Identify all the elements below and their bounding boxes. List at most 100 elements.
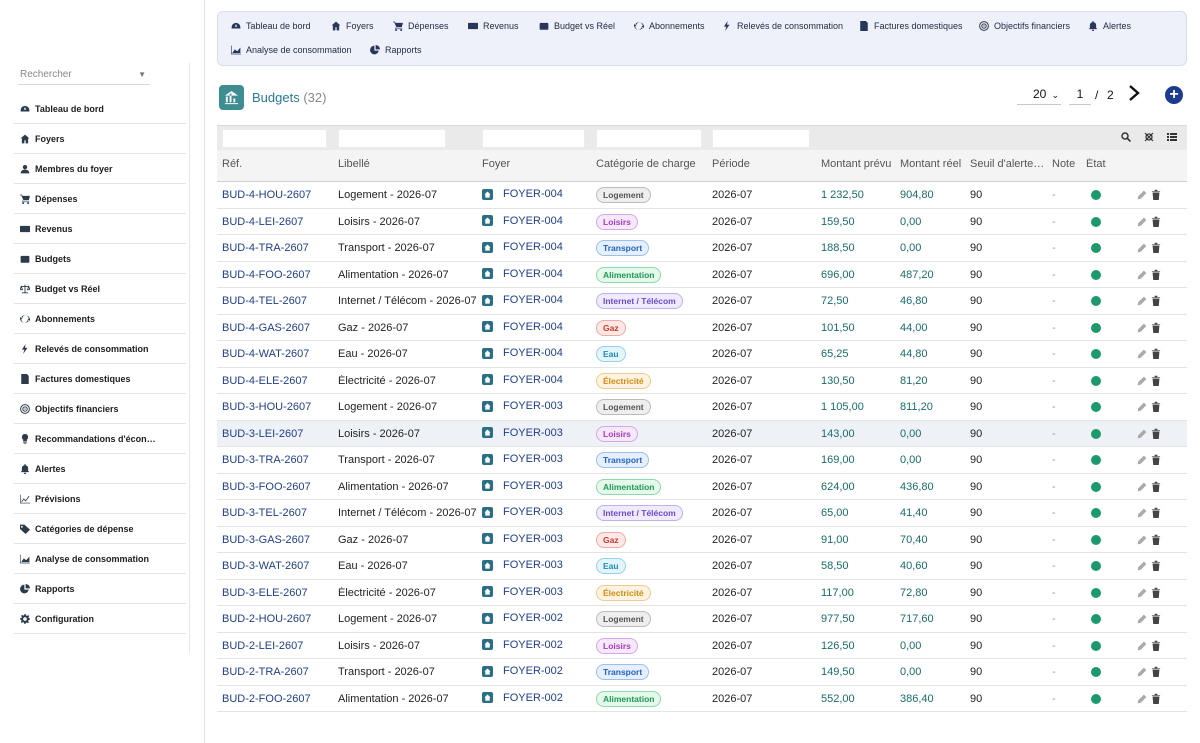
top-menu-item-4[interactable]: Budget vs Réel [538, 16, 615, 36]
table-row[interactable]: BUD-2-FOO-2607 Alimentation - 2026-07 FOYE… [217, 686, 1187, 712]
table-row[interactable]: BUD-4-TRA-2607 Transport - 2026-07 FOYER-0… [217, 235, 1187, 262]
edit-icon[interactable] [1137, 561, 1147, 574]
delete-icon[interactable] [1151, 348, 1161, 362]
delete-icon[interactable] [1151, 295, 1161, 309]
top-menu-item-2[interactable]: Dépenses [392, 16, 449, 36]
clear-filter-icon[interactable] [1144, 132, 1154, 142]
next-page-button[interactable] [1127, 85, 1143, 103]
top-menu-item-row2-0[interactable]: Analyse de consommation [230, 40, 352, 60]
filter-libelle-input[interactable] [338, 129, 446, 148]
foyer-link[interactable]: FOYER-004 [482, 215, 563, 227]
table-row[interactable]: BUD-3-HOU-2607 Logement - 2026-07 FOYER-00… [217, 394, 1187, 421]
column-header-3[interactable]: Catégorie de charge [596, 158, 696, 170]
sidebar-item-16[interactable]: Rapports [14, 574, 186, 604]
top-menu-item-7[interactable]: Factures domestiques [858, 16, 963, 36]
foyer-link[interactable]: FOYER-003 [482, 506, 563, 518]
delete-icon[interactable] [1151, 322, 1161, 336]
table-row[interactable]: BUD-4-LEI-2607 Loisirs - 2026-07 FOYER-004… [217, 209, 1187, 235]
filter-periode-input[interactable] [712, 129, 810, 148]
sidebar-item-15[interactable]: Analyse de consommation [14, 544, 186, 574]
edit-icon[interactable] [1137, 376, 1147, 389]
delete-icon[interactable] [1151, 242, 1161, 256]
edit-icon[interactable] [1137, 349, 1147, 362]
ref-link[interactable]: BUD-2-LEI-2607 [222, 639, 304, 652]
table-row[interactable]: BUD-2-TRA-2607 Transport - 2026-07 FOYER-0… [217, 659, 1187, 686]
delete-icon[interactable] [1151, 216, 1161, 230]
sidebar-item-12[interactable]: Alertes [14, 454, 186, 484]
table-row[interactable]: BUD-3-TEL-2607 Internet / Télécom - 2026-… [217, 500, 1187, 527]
edit-icon[interactable] [1137, 535, 1147, 548]
ref-link[interactable]: BUD-4-WAT-2607 [222, 348, 310, 360]
ref-link[interactable]: BUD-4-GAS-2607 [222, 321, 311, 334]
foyer-link[interactable]: FOYER-003 [482, 586, 563, 598]
ref-link[interactable]: BUD-2-FOO-2607 [222, 692, 311, 705]
edit-icon[interactable] [1137, 694, 1147, 707]
foyer-link[interactable]: FOYER-003 [482, 453, 563, 465]
table-row[interactable]: BUD-2-HOU-2607 Logement - 2026-07 FOYER-00… [217, 606, 1187, 633]
top-menu-item-row2-1[interactable]: Rapports [369, 40, 422, 60]
delete-icon[interactable] [1151, 454, 1161, 468]
edit-icon[interactable] [1137, 402, 1147, 415]
column-header-8[interactable]: Note [1052, 158, 1076, 170]
foyer-link[interactable]: FOYER-004 [482, 321, 563, 333]
table-row[interactable]: BUD-3-ELE-2607 Électricité - 2026-07 FOYER… [217, 580, 1187, 606]
foyer-link[interactable]: FOYER-004 [482, 374, 563, 386]
ref-link[interactable]: BUD-3-LEI-2607 [222, 427, 304, 440]
column-header-0[interactable]: Réf. [222, 158, 243, 170]
column-header-6[interactable]: Montant réel [900, 158, 962, 170]
foyer-link[interactable]: FOYER-002 [482, 665, 563, 677]
edit-icon[interactable] [1137, 323, 1147, 336]
column-header-9[interactable]: État [1086, 158, 1106, 170]
sidebar-item-7[interactable]: Abonnements [14, 304, 186, 334]
foyer-link[interactable]: FOYER-004 [482, 241, 563, 253]
sidebar-item-1[interactable]: Foyers [14, 124, 186, 154]
sidebar-item-6[interactable]: Budget vs Réel [14, 274, 186, 304]
sidebar-item-10[interactable]: Objectifs financiers [14, 394, 186, 424]
delete-icon[interactable] [1151, 613, 1161, 627]
delete-icon[interactable] [1151, 640, 1161, 654]
per-page-select[interactable]: 20 ⌄ [1017, 86, 1061, 105]
table-row[interactable]: BUD-3-FOO-2607 Alimentation - 2026-07 FOYE… [217, 474, 1187, 500]
filter-categorie-input[interactable] [596, 129, 702, 148]
ref-link[interactable]: BUD-2-TRA-2607 [222, 666, 309, 678]
edit-icon[interactable] [1137, 243, 1147, 256]
edit-icon[interactable] [1137, 270, 1147, 283]
table-row[interactable]: BUD-4-HOU-2607 Logement - 2026-07 FOYER-00… [217, 182, 1187, 209]
column-header-5[interactable]: Montant prévu [821, 158, 892, 170]
column-header-1[interactable]: Libellé [338, 158, 370, 170]
filter-foyer-input[interactable] [482, 129, 585, 148]
table-row[interactable]: BUD-4-ELE-2607 Électricité - 2026-07 FOYER… [217, 368, 1187, 394]
list-icon[interactable] [1167, 132, 1177, 142]
edit-icon[interactable] [1137, 641, 1147, 654]
foyer-link[interactable]: FOYER-004 [482, 188, 563, 200]
foyer-link[interactable]: FOYER-004 [482, 347, 563, 359]
sidebar-item-4[interactable]: Revenus [14, 214, 186, 244]
ref-link[interactable]: BUD-2-HOU-2607 [222, 613, 312, 625]
delete-icon[interactable] [1151, 401, 1161, 415]
sidebar-item-8[interactable]: Relevés de consommation [14, 334, 186, 364]
sidebar-search-select[interactable]: Rechercher ▼ [18, 67, 150, 85]
foyer-link[interactable]: FOYER-004 [482, 294, 563, 306]
top-menu-item-9[interactable]: Alertes [1087, 16, 1131, 36]
ref-link[interactable]: BUD-4-HOU-2607 [222, 189, 312, 201]
foyer-link[interactable]: FOYER-002 [482, 612, 563, 624]
edit-icon[interactable] [1137, 482, 1147, 495]
foyer-link[interactable]: FOYER-003 [482, 559, 563, 571]
table-row[interactable]: BUD-4-FOO-2607 Alimentation - 2026-07 FOYE… [217, 262, 1187, 288]
delete-icon[interactable] [1151, 560, 1161, 574]
ref-link[interactable]: BUD-3-GAS-2607 [222, 533, 311, 546]
foyer-link[interactable]: FOYER-002 [482, 639, 563, 651]
delete-icon[interactable] [1151, 269, 1161, 283]
sidebar-item-2[interactable]: Membres du foyer [14, 154, 186, 184]
ref-link[interactable]: BUD-3-WAT-2607 [222, 560, 310, 572]
foyer-link[interactable]: FOYER-004 [482, 268, 563, 280]
column-header-7[interactable]: Seuil d'alerte… [970, 158, 1045, 170]
column-header-4[interactable]: Période [712, 158, 750, 170]
delete-icon[interactable] [1151, 375, 1161, 389]
table-row[interactable]: BUD-2-LEI-2607 Loisirs - 2026-07 FOYER-002… [217, 633, 1187, 659]
edit-icon[interactable] [1137, 667, 1147, 680]
table-row[interactable]: BUD-4-WAT-2607 Eau - 2026-07 FOYER-004 Eau 2… [217, 341, 1187, 368]
delete-icon[interactable] [1151, 693, 1161, 707]
top-menu-item-5[interactable]: Abonnements [633, 16, 705, 36]
search-icon[interactable] [1121, 132, 1131, 142]
